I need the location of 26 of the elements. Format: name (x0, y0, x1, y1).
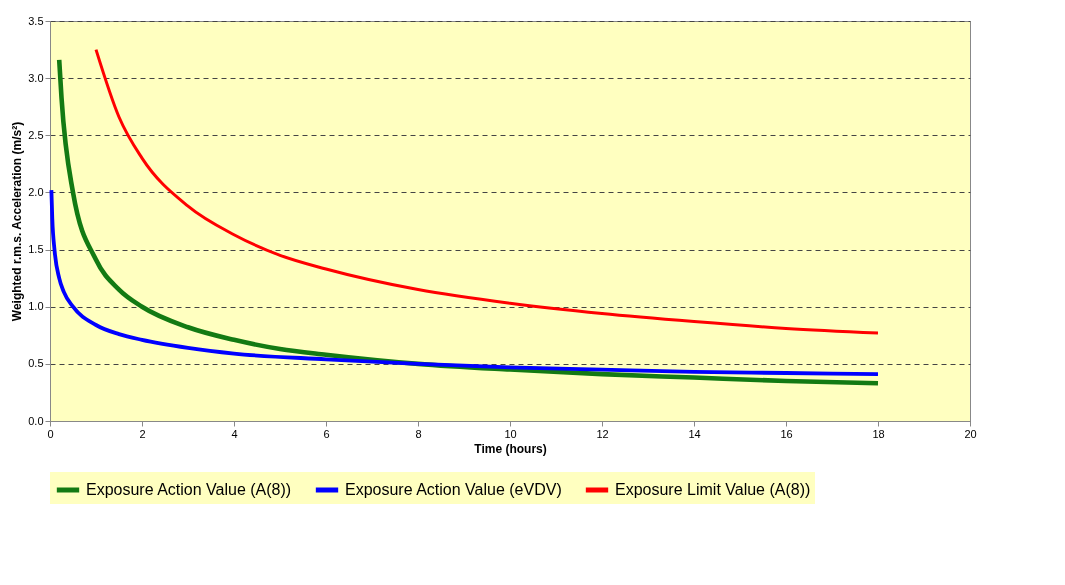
x-tick-label: 12 (596, 427, 609, 440)
x-tick-label: 2 (139, 427, 146, 440)
x-tick-label: 0 (47, 427, 54, 440)
x-tick-label: 4 (231, 427, 238, 440)
x-tick-label: 16 (780, 427, 793, 440)
x-tick-label: 14 (688, 427, 701, 440)
x-axis-title: Time (hours) (474, 441, 547, 456)
y-tick-label: 0.0 (28, 414, 44, 427)
y-tick-label: 1.0 (28, 300, 44, 313)
line-series (49, 188, 880, 377)
x-tick-label: 8 (415, 427, 422, 440)
y-tick-label: 2.5 (28, 128, 44, 141)
y-tick-label: 3.0 (28, 71, 44, 84)
legend-label: Exposure Limit Value (A(8)) (615, 481, 811, 498)
y-tick-label: 2.0 (28, 185, 44, 198)
legend-label: Exposure Action Value (A(8)) (86, 481, 292, 498)
line-series (94, 48, 880, 335)
legend-label: Exposure Action Value (eVDV) (345, 481, 562, 498)
x-tick-label: 20 (964, 427, 977, 440)
x-tick-label: 18 (872, 427, 885, 440)
x-tick-label: 10 (504, 427, 517, 440)
x-tick-label: 6 (323, 427, 330, 440)
y-tick-label: 0.5 (28, 357, 44, 370)
y-tick-label: 3.5 (28, 14, 44, 27)
y-axis-title: Weighted r.m.s. Acceleration (m/s²) (10, 121, 25, 322)
y-tick-label: 1.5 (28, 243, 44, 256)
